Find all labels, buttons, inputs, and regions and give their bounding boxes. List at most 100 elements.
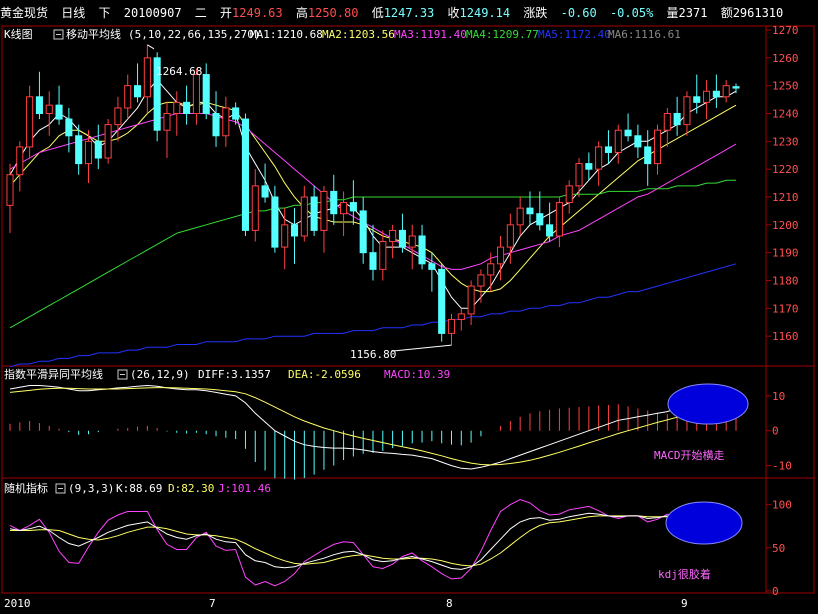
d-line (10, 515, 736, 567)
dea-line (9, 387, 737, 466)
y-tick-label: 50 (772, 542, 785, 555)
candle-body (703, 90, 711, 103)
macd-title[interactable]: 指数平滑异同平均线 (4, 367, 103, 381)
high-marker-line (147, 44, 155, 50)
candle-body (84, 140, 93, 165)
low-label: 低 (371, 6, 384, 20)
candle-body (330, 190, 338, 215)
ma6-label: MA6:1116.61 (608, 28, 681, 41)
y-tick-label: 1240 (772, 108, 799, 121)
candle-body (153, 57, 161, 131)
candle-body (418, 235, 426, 265)
candle-body (65, 118, 73, 137)
candle-body (565, 185, 573, 204)
main-panel-frame (1, 25, 815, 367)
ma-indicator-name[interactable]: 移动平均线 (66, 27, 121, 41)
candle-body (487, 263, 495, 276)
candle-body (614, 129, 622, 153)
kdj-panel-frame (1, 477, 815, 594)
y-tick-label: 1200 (772, 219, 799, 232)
macd-panel[interactable] (9, 384, 737, 480)
candle-body (516, 207, 524, 226)
candle-body (349, 202, 357, 212)
candle-body (232, 107, 240, 120)
candle-body (340, 202, 348, 215)
candle-body (408, 235, 416, 248)
collapse-box-icon[interactable] (117, 369, 128, 380)
x-label-year: 2010 (4, 597, 31, 610)
candle-body (457, 313, 465, 320)
k-label: K:88.69 (116, 482, 162, 495)
collapse-box-icon[interactable] (53, 29, 64, 40)
kdj-title[interactable]: 随机指标 (4, 481, 48, 495)
kdj-params: (9,3,3) (68, 482, 114, 495)
direction-label: 下 (98, 6, 111, 20)
candle-body (634, 135, 642, 148)
y-tick-label: 1190 (772, 247, 799, 260)
y-tick-label: 1270 (772, 24, 799, 37)
x-label-month-7: 7 (209, 597, 216, 610)
candle-body (389, 229, 397, 243)
candle-body (241, 118, 250, 231)
date-label: 20100907 (123, 6, 182, 20)
ma5-label: MA5:1172.40 (538, 28, 611, 41)
open-label: 开 (220, 6, 233, 20)
change-label: 涨跌 (523, 6, 548, 20)
candle-body (506, 224, 514, 248)
candle-body (183, 101, 191, 115)
candle-body (663, 113, 671, 131)
ma-params: (5,10,22,66,135,270) (128, 28, 260, 41)
y-tick-label: 100 (772, 499, 792, 512)
candle-body (143, 57, 151, 98)
change-pct-value: -0.05% (609, 6, 654, 20)
kdj-highlight-ellipse (665, 501, 743, 545)
main-panel[interactable] (6, 44, 740, 368)
j-label: J:101.46 (218, 482, 271, 495)
candle-body (604, 146, 613, 153)
ma4-label: MA4:1209.77 (466, 28, 539, 41)
candle-body (310, 196, 318, 231)
period-label[interactable]: 日线 (61, 6, 86, 20)
y-tick-label: -10 (772, 460, 792, 473)
candle-body (477, 274, 485, 287)
ma2-label: MA2:1203.56 (322, 28, 395, 41)
candle-body (526, 207, 534, 215)
candle-body (369, 252, 377, 270)
candle-body (585, 163, 593, 170)
candle-body (163, 113, 171, 131)
kline-title[interactable]: K线图 (4, 27, 33, 41)
y-axis-labels: 1160 1170 1180 1190 1200 1210 1220 1230 1240 1250… (766, 24, 799, 598)
candle-body (202, 74, 210, 114)
candle-body (428, 263, 436, 270)
candle-body (251, 185, 259, 231)
y-tick-label: 1160 (772, 330, 799, 343)
collapse-box-icon[interactable] (55, 483, 66, 494)
high-value: 1250.80 (307, 6, 359, 20)
kdj-annotation: kdj很胶着 (658, 567, 711, 581)
candle-body (320, 190, 328, 231)
x-label-month-8: 8 (446, 597, 453, 610)
candle-body (35, 96, 43, 115)
low-marker-line (391, 344, 452, 352)
candle-body (94, 140, 102, 159)
high-extreme-label: 1264.68 (156, 65, 202, 78)
candle-body (359, 210, 367, 254)
kdj-panel[interactable] (9, 498, 737, 587)
candle-body (712, 90, 720, 98)
low-extreme-label: 1156.80 (350, 348, 396, 361)
weekday-label: 二 (194, 6, 207, 20)
candle-body (16, 146, 24, 176)
candle-body (45, 104, 53, 115)
candle-body (467, 285, 475, 315)
candle-body (300, 196, 308, 237)
candle-body (575, 163, 583, 187)
quote-header: 黄金现货 日线 下 20100907 二 开1249.63 高1250.80 低… (0, 0, 818, 26)
candle-body (104, 124, 112, 159)
candle-body (732, 86, 740, 89)
j-line (9, 498, 737, 587)
y-tick-label: 0 (772, 425, 779, 438)
candle-body (595, 146, 603, 170)
candle-body (173, 101, 181, 115)
instrument-name: 黄金现货 (0, 6, 49, 20)
